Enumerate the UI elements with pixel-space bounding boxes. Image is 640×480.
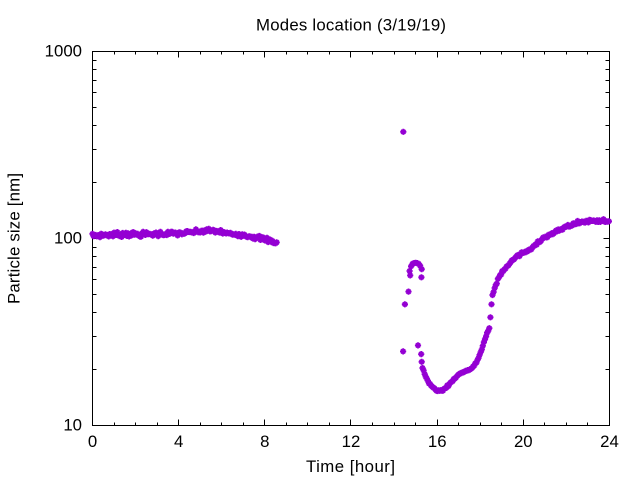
svg-text:4: 4 [174, 432, 183, 451]
svg-text:8: 8 [260, 432, 269, 451]
svg-text:10: 10 [63, 415, 82, 434]
svg-text:24: 24 [600, 432, 619, 451]
svg-text:12: 12 [342, 432, 361, 451]
svg-text:Particle size [nm]: Particle size [nm] [5, 173, 24, 304]
svg-text:1000: 1000 [45, 41, 82, 60]
svg-text:0: 0 [88, 432, 97, 451]
svg-text:Modes location (3/19/19): Modes location (3/19/19) [256, 15, 446, 34]
svg-text:Time [hour]: Time [hour] [306, 457, 395, 476]
svg-text:20: 20 [514, 432, 533, 451]
svg-text:16: 16 [428, 432, 447, 451]
svg-text:100: 100 [54, 228, 82, 247]
